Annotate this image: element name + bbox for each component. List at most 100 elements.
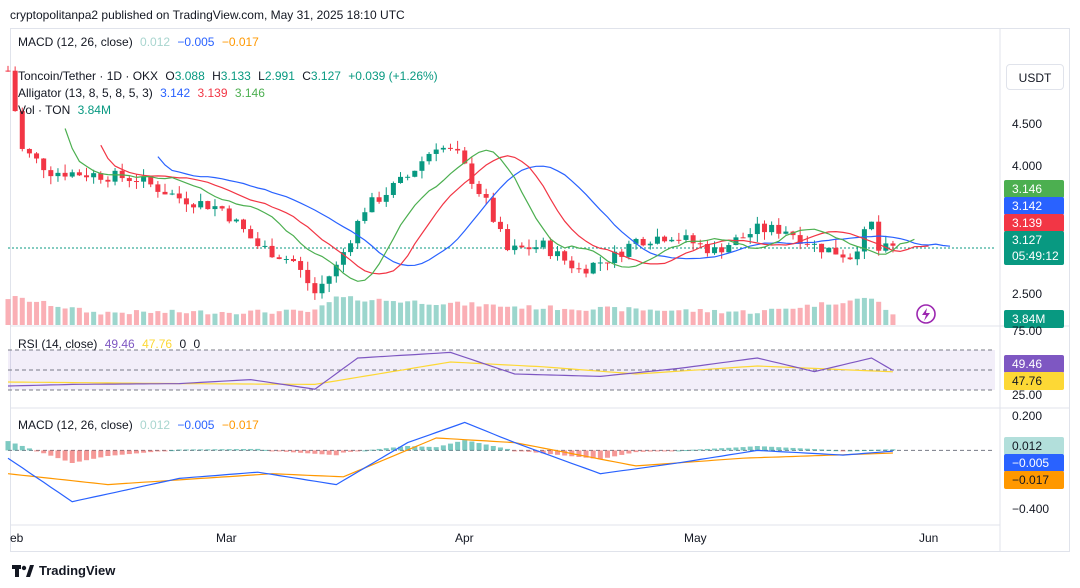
- candle-body-2025-02-24: [205, 201, 211, 210]
- volume-bar-2025-03-01: [241, 313, 247, 325]
- macd-hist-bar-2025-02-15: [141, 450, 147, 453]
- volume-bar-2025-04-26: [640, 310, 646, 325]
- volume-bar-2025-02-14: [133, 310, 139, 325]
- ohlc-open: O3.088: [165, 69, 205, 83]
- brand-name: TradingView: [39, 563, 116, 578]
- candle-body-2025-03-14: [333, 264, 339, 277]
- candle-body-2025-04-01: [462, 150, 468, 164]
- rsi-zero-1: 0: [179, 337, 187, 351]
- macd-hist-bar-2025-05-03: [690, 449, 696, 451]
- macd-hist-value: 0.012: [140, 418, 171, 432]
- candle-body-2025-03-13: [326, 276, 332, 284]
- macd-hist-bar-2025-05-12: [754, 446, 760, 451]
- candle-body-2025-03-26: [419, 161, 425, 171]
- macd-hist-bar-2025-04-01: [462, 440, 468, 451]
- macd-hist-bar-2025-02-03: [55, 450, 61, 459]
- candle-body-2025-02-23: [198, 201, 204, 208]
- price-change: +0.039 (+1.26%): [348, 69, 438, 83]
- macd-hist-bar-2025-02-18: [162, 450, 168, 452]
- ohlc-close: C3.127: [302, 69, 341, 83]
- volume-bar-2025-03-23: [398, 302, 404, 325]
- macd-hist-bar-2025-05-02: [683, 450, 689, 452]
- volume-bar-2025-04-25: [633, 308, 639, 325]
- price-tick-4000: 4.000: [1012, 159, 1043, 173]
- macd-hist-bar-2025-05-22: [826, 449, 832, 451]
- candle-body-2025-03-27: [426, 153, 432, 162]
- price-tick-4500: 4.500: [1012, 117, 1043, 131]
- volume-label[interactable]: Vol · TON: [18, 103, 71, 117]
- volume-bar-2025-02-04: [62, 308, 68, 325]
- volume-bar-2025-04-06: [497, 306, 503, 325]
- rsi-label[interactable]: RSI (14, close): [18, 337, 98, 351]
- brand[interactable]: TradingView: [12, 563, 115, 578]
- macd-hist-bar-2025-02-05: [69, 450, 75, 463]
- macd-hist-bar-2025-05-29: [876, 449, 882, 451]
- macd-hist-bar-2025-04-28: [654, 450, 660, 452]
- volume-bar-2025-05-20: [811, 306, 817, 325]
- candle-body-2025-02-14: [133, 181, 139, 183]
- volume-bar-2025-04-01: [462, 305, 468, 325]
- rsi-value: 49.46: [104, 337, 135, 351]
- volume-bar-2025-04-15: [562, 308, 568, 325]
- candle-body-2025-03-05: [269, 245, 275, 258]
- macd-hist-bar-2025-04-27: [647, 450, 653, 452]
- currency-button[interactable]: USDT: [1006, 64, 1064, 90]
- volume-bar-2025-04-20: [597, 306, 603, 325]
- volume-bar-2025-03-27: [426, 304, 432, 325]
- macd-label[interactable]: MACD (12, 26, close): [18, 418, 133, 432]
- volume-bar-2025-05-25: [847, 300, 853, 325]
- badge-close-price: 3.127: [1012, 233, 1043, 247]
- alligator-label[interactable]: Alligator (13, 8, 5, 8, 5, 3): [18, 86, 153, 100]
- candle-body-2025-03-09: [298, 261, 304, 270]
- volume-bar-2025-03-02: [248, 310, 254, 325]
- candle-body-2025-05-02: [683, 235, 689, 240]
- macd-hist-bar-2025-05-04: [697, 449, 703, 451]
- candle-body-2025-04-20: [597, 262, 603, 264]
- macd-hist-bar-2025-03-26: [419, 446, 425, 451]
- volume-bar-2025-04-13: [547, 305, 553, 325]
- macd-signal-line: [7, 437, 893, 486]
- macd-hist-bar-2025-05-07: [719, 448, 725, 451]
- candle-body-2025-02-16: [148, 176, 154, 185]
- x-label-mar: Mar: [216, 531, 237, 545]
- candle-body-2025-05-06: [712, 247, 718, 254]
- candle-body-2025-02-05: [69, 172, 75, 177]
- volume-bar-2025-04-19: [590, 309, 596, 325]
- candle-body-2025-04-30: [669, 239, 675, 242]
- candle-body-2025-05-11: [747, 234, 753, 238]
- volume-bar-2025-05-21: [819, 302, 825, 325]
- volume-bar-2025-04-27: [647, 309, 653, 325]
- candle-body-2025-03-31: [455, 148, 461, 151]
- candle-body-2025-05-03: [690, 235, 696, 244]
- macd-hist-bar-2025-04-02: [469, 441, 475, 451]
- volume-bar-2025-05-28: [869, 298, 875, 325]
- candle-body-2025-03-06: [276, 257, 282, 260]
- candle-body-2025-04-08: [512, 245, 518, 251]
- macd-hist-bar-2025-05-26: [854, 450, 860, 452]
- candle-body-2025-02-13: [126, 178, 132, 182]
- candle-body-2025-04-24: [626, 243, 632, 257]
- macd-hist-bar-2025-03-14: [333, 450, 339, 456]
- macd-hist-bar-2025-05-28: [869, 449, 875, 451]
- volume-bar-2025-03-03: [255, 309, 261, 325]
- volume-bar-2025-02-17: [155, 311, 161, 325]
- macd-hist-bar-2025-03-30: [447, 443, 453, 451]
- macd-hist-bar-2025-04-10: [526, 450, 532, 452]
- volume-bar-2025-04-10: [526, 305, 532, 325]
- symbol-label[interactable]: Toncoin/Tether · 1D · OKX: [18, 69, 159, 83]
- candle-body-2025-04-07: [505, 229, 511, 251]
- candle-body-2025-05-18: [797, 235, 803, 244]
- x-label-jun: Jun: [919, 531, 939, 545]
- candle-body-2025-02-26: [219, 206, 225, 209]
- candle-body-2025-02-07: [84, 175, 90, 178]
- candle-body-2025-03-15: [340, 252, 346, 265]
- candle-body-2025-05-26: [854, 251, 860, 260]
- macd-hist-bar-2025-02-23: [198, 449, 204, 451]
- price-tick-2500: 2.500: [1012, 287, 1043, 301]
- macd-hist-bar-2025-03-19: [369, 449, 375, 451]
- candle-body-2025-05-24: [840, 254, 846, 258]
- candle-body-2025-05-05: [704, 244, 710, 254]
- volume-bar-2025-02-26: [219, 311, 225, 325]
- macd-hist-bar-2025-01-27: [5, 441, 11, 451]
